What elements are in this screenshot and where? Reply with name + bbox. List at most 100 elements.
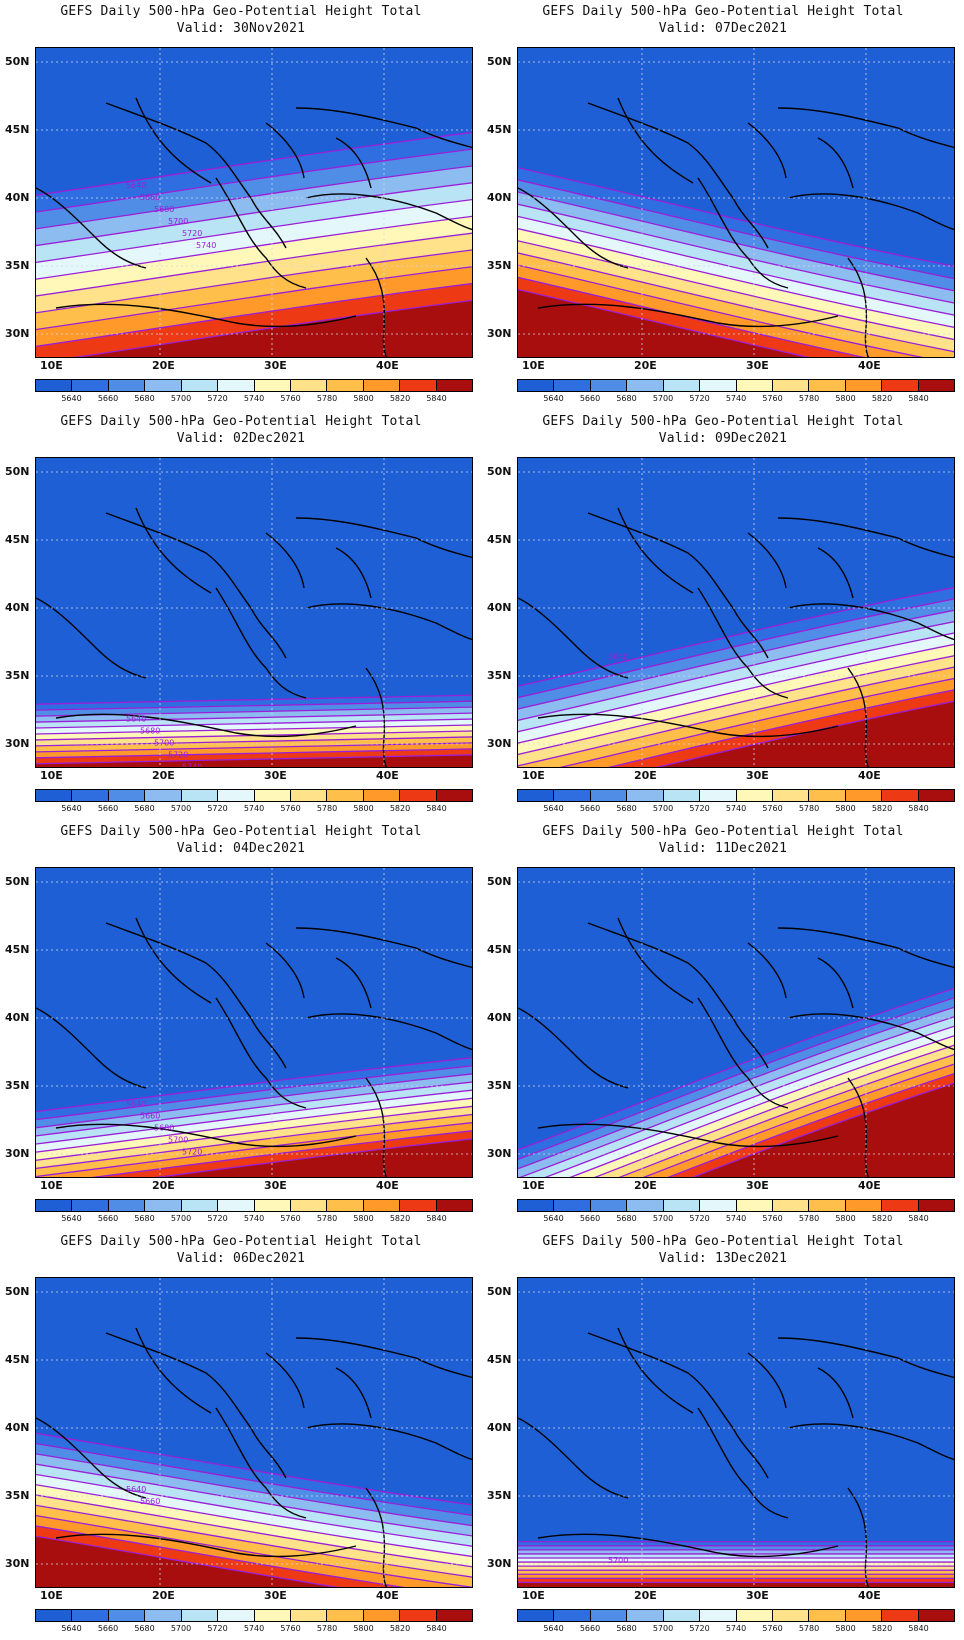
color-bar-swatch	[254, 1610, 291, 1621]
color-bar-swatch	[663, 790, 701, 801]
color-bar-swatch	[627, 1610, 664, 1621]
color-bar-label: 5820	[871, 804, 893, 813]
color-bar-swatch	[700, 380, 737, 391]
coastline	[697, 587, 789, 699]
color-bar-swatch	[181, 1610, 219, 1621]
panel-title: GEFS Daily 500-hPa Geo-Potential Height …	[60, 1234, 422, 1249]
color-bar-swatch	[290, 1200, 328, 1211]
color-bar-swatch	[218, 380, 255, 391]
contour-label: 5660	[140, 1112, 160, 1121]
color-bar	[35, 379, 473, 392]
height-band	[77, 300, 472, 357]
color-bar-label: 5780	[798, 804, 820, 813]
color-bar-swatch	[108, 1200, 146, 1211]
latitude-label: 35N	[487, 669, 512, 682]
color-bar-swatch	[363, 380, 401, 391]
coastline	[537, 1533, 839, 1558]
contour-label: 5640	[608, 653, 628, 662]
color-bar-label: 5660	[97, 1214, 119, 1223]
panel-valid-date: Valid: 09Dec2021	[658, 431, 788, 446]
color-bar-label: 5800	[835, 394, 856, 403]
longitude-label: 40E	[858, 359, 881, 372]
longitude-label: 20E	[634, 1589, 657, 1602]
color-bar-swatch	[290, 1610, 328, 1621]
coastline	[747, 942, 787, 999]
color-bar-label: 5760	[762, 394, 783, 403]
coastline	[747, 122, 787, 179]
panel-title: GEFS Daily 500-hPa Geo-Potential Height …	[60, 824, 422, 839]
contour-line	[518, 621, 954, 721]
coastline	[365, 667, 388, 767]
color-bar-label: 5840	[908, 804, 929, 813]
color-bar-label: 5660	[579, 804, 601, 813]
contour-line	[518, 252, 954, 353]
longitude-label: 10E	[40, 1589, 63, 1602]
contour-line	[36, 182, 472, 247]
color-bar-label: 5780	[316, 1624, 338, 1633]
coastline	[135, 1327, 212, 1414]
color-bar-label: 5680	[134, 1214, 155, 1223]
contour-line	[36, 754, 472, 765]
color-bar-label: 5840	[426, 1624, 447, 1633]
contour-label: 5640	[126, 1100, 146, 1109]
latitude-label: 45N	[5, 533, 30, 546]
contour-line	[518, 987, 954, 1151]
height-field	[518, 48, 954, 357]
color-bar-label: 5760	[762, 1214, 783, 1223]
coastline	[747, 1352, 787, 1409]
color-bar-label: 5660	[97, 394, 119, 403]
color-bar-label: 5820	[389, 1214, 411, 1223]
latitude-label: 35N	[487, 1079, 512, 1092]
contour-label: 5700	[608, 1556, 628, 1565]
color-bar-swatch	[736, 1200, 773, 1211]
color-bar-label: 5640	[61, 1214, 82, 1223]
color-bar-swatch	[108, 1610, 146, 1621]
contour-line	[518, 586, 954, 687]
color-bar-label: 5720	[207, 394, 228, 403]
longitude-label: 30E	[264, 1179, 287, 1192]
panel-valid-date: Valid: 02Dec2021	[176, 431, 306, 446]
panel-title: GEFS Daily 500-hPa Geo-Potential Height …	[60, 4, 422, 19]
contour-label: 5640	[126, 714, 146, 723]
contour-line	[36, 694, 472, 705]
color-bar-swatch	[809, 1610, 846, 1621]
contour-line	[36, 718, 472, 729]
contour-line	[655, 700, 954, 767]
longitude-label: 30E	[746, 359, 769, 372]
coastline	[295, 107, 472, 149]
coastline	[295, 927, 472, 969]
coastline	[817, 957, 854, 1009]
contour-line	[36, 700, 472, 711]
coastline	[135, 97, 212, 184]
color-bar-label: 5740	[725, 1214, 747, 1223]
color-bar-swatch	[590, 1610, 628, 1621]
latitude-label: 35N	[5, 669, 30, 682]
latitude-label: 45N	[5, 943, 30, 956]
map-panel: GEFS Daily 500-hPa Geo-Potential Height …	[0, 1230, 482, 1640]
color-bar-swatch	[400, 790, 437, 801]
color-bar-swatch	[627, 1200, 664, 1211]
color-bar-swatch	[554, 380, 591, 391]
color-bar-label: 5680	[616, 394, 637, 403]
coastline	[518, 187, 629, 269]
longitude-label: 30E	[746, 769, 769, 782]
contour-line	[667, 1073, 954, 1177]
color-bar-swatch	[918, 790, 955, 801]
color-bar-swatch	[363, 1200, 401, 1211]
color-bar-label: 5700	[652, 1214, 674, 1223]
latitude-label: 45N	[487, 943, 512, 956]
coastline	[587, 1332, 769, 1479]
coastline	[518, 1007, 629, 1089]
coastline	[587, 512, 769, 659]
contour-line	[643, 1063, 954, 1177]
color-bar-swatch	[72, 1610, 109, 1621]
longitude-label: 10E	[40, 769, 63, 782]
color-bar-swatch	[218, 1200, 255, 1211]
color-bar-label: 5660	[97, 1624, 119, 1633]
color-bar-swatch	[254, 790, 291, 801]
coastline	[305, 1423, 472, 1461]
color-bar-label: 5660	[97, 804, 119, 813]
contour-line	[36, 1065, 472, 1121]
color-bar-label: 5680	[134, 394, 155, 403]
color-bar-swatch	[882, 790, 919, 801]
